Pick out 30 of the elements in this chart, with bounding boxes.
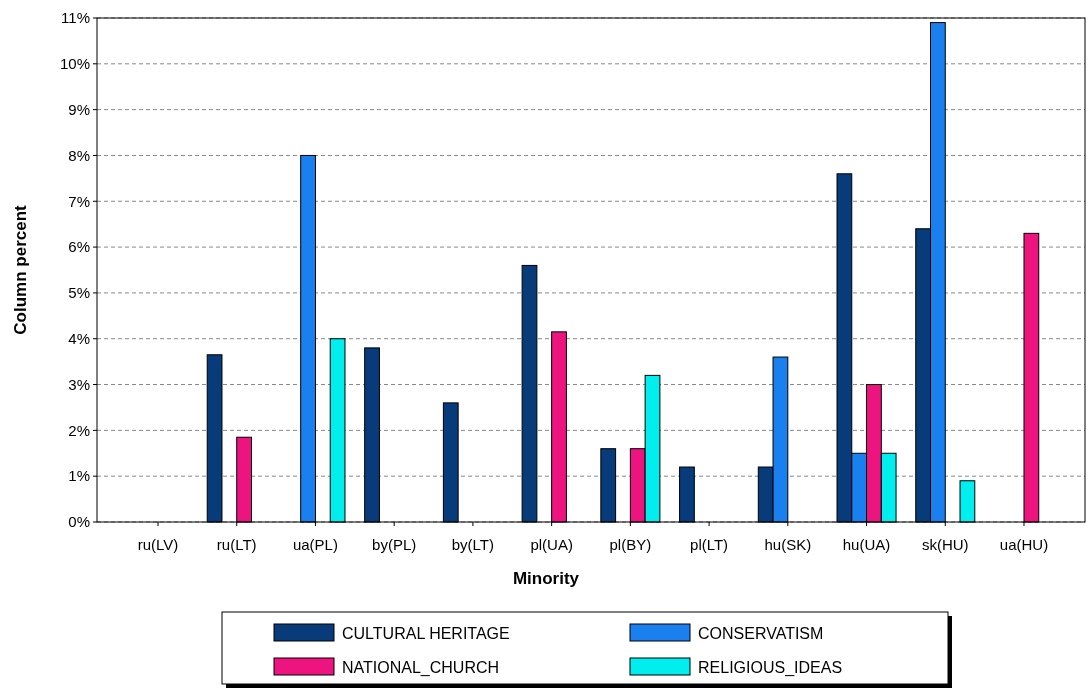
- y-tick-label: 10%: [59, 55, 90, 73]
- y-tick-label: 6%: [68, 238, 90, 256]
- x-tick-label: by(PL): [372, 536, 417, 553]
- x-tick-label: hu(UA): [842, 536, 891, 553]
- legend-label: CONSERVATISM: [698, 624, 824, 642]
- x-tick-label: sk(HU): [921, 536, 969, 553]
- y-tick-label: 9%: [68, 100, 90, 118]
- x-tick-label: hu(SK): [764, 536, 812, 553]
- y-tick-label: 1%: [68, 467, 90, 485]
- y-tick-label: 3%: [68, 375, 90, 393]
- x-tick-label: by(LT): [451, 536, 495, 553]
- y-tick-label: 2%: [68, 421, 90, 439]
- legend-label: CULTURAL HERITAGE: [342, 624, 510, 642]
- x-tick-label: pl(UA): [530, 536, 573, 553]
- y-tick-label: 0%: [68, 513, 90, 531]
- x-tick-label: pl(LT): [690, 536, 729, 553]
- x-axis-title: Minority: [512, 569, 580, 588]
- x-tick-label: ru(LV): [137, 536, 179, 553]
- x-tick-label: pl(BY): [609, 536, 652, 553]
- y-axis-title: Column percent: [11, 204, 30, 335]
- y-tick-label: 11%: [61, 9, 90, 27]
- y-tick-label: 8%: [68, 146, 90, 164]
- y-tick-label: 5%: [68, 284, 90, 302]
- y-tick-label: 4%: [68, 329, 90, 347]
- legend-label: NATIONAL_CHURCH: [342, 658, 500, 677]
- legend-label: RELIGIOUS_IDEAS: [698, 658, 843, 677]
- y-tick-label: 7%: [68, 192, 90, 210]
- x-tick-label: ua(PL): [292, 536, 338, 553]
- x-tick-label: ru(LT): [216, 536, 257, 553]
- x-tick-label: ua(HU): [999, 536, 1049, 553]
